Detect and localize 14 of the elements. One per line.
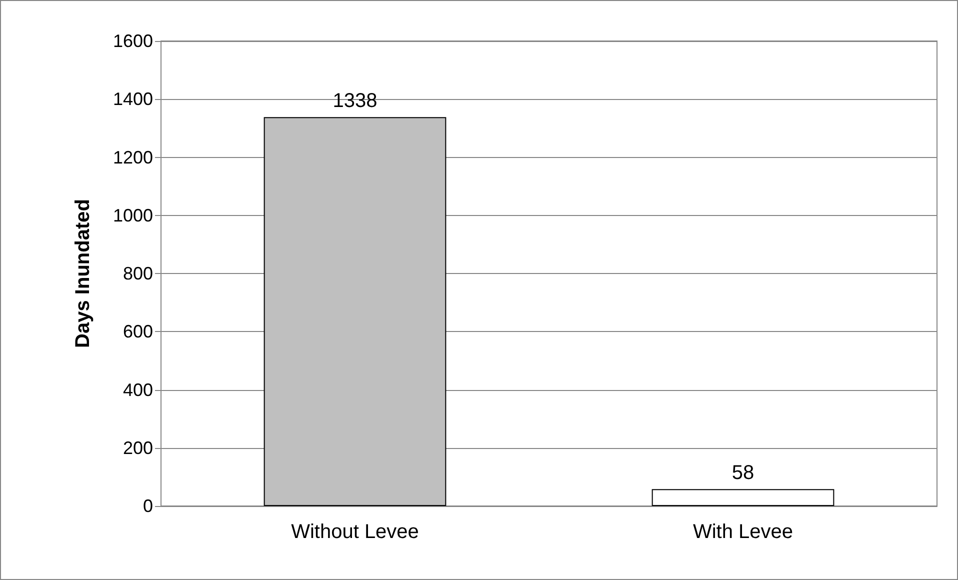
x-tick-label: With Levee bbox=[692, 521, 794, 543]
y-tick-label: 600 bbox=[122, 322, 153, 342]
y-tick-label: 800 bbox=[122, 264, 153, 284]
y-tick-label: 400 bbox=[122, 380, 153, 400]
y-tick-label: 0 bbox=[142, 496, 153, 516]
y-axis-title: Days Inundated bbox=[72, 199, 94, 348]
data-label: 1338 bbox=[332, 90, 378, 112]
y-tick-label: 200 bbox=[122, 438, 153, 458]
y-tick-label: 1600 bbox=[112, 31, 153, 51]
data-label: 58 bbox=[732, 462, 754, 484]
x-tick-label: Without Levee bbox=[291, 521, 419, 543]
y-tick-label: 1400 bbox=[112, 89, 153, 110]
y-tick-label: 1000 bbox=[112, 205, 153, 226]
y-tick-label: 1200 bbox=[112, 147, 153, 168]
